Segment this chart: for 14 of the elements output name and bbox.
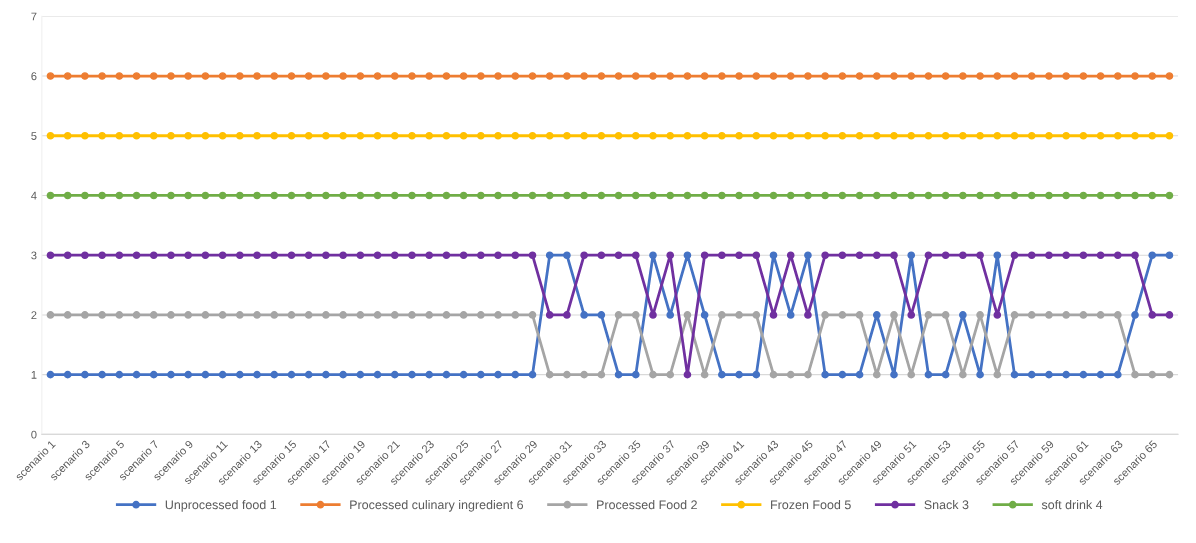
legend-label: Processed Food 2: [597, 500, 697, 510]
legend-label: soft drink 4: [1041, 500, 1103, 510]
y-tick-label: 1: [31, 371, 37, 379]
y-tick-label: 4: [31, 191, 37, 200]
y-tick-label: 2: [31, 311, 37, 319]
y-tick-label: 3: [31, 251, 37, 260]
y-tick-label: 6: [31, 72, 37, 81]
legend-label: Frozen Food 5: [771, 500, 851, 510]
legend-label: Processed culinary ingredient 6: [350, 500, 524, 512]
legend-label: Unprocessed food 1: [165, 500, 277, 512]
legend-label: Snack 3: [924, 500, 969, 510]
y-tick-label: 0: [31, 430, 37, 439]
y-tick-label: 7: [31, 12, 37, 21]
y-tick-label: 5: [31, 132, 37, 140]
